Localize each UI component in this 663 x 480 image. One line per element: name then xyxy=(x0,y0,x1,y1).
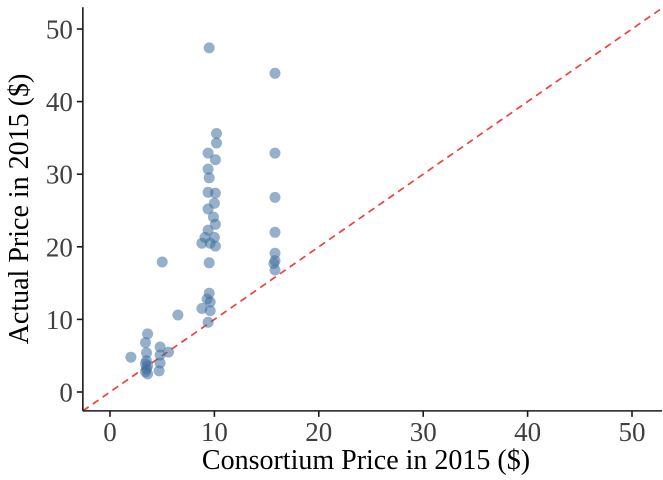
data-point xyxy=(211,128,222,139)
data-point xyxy=(196,237,208,249)
y-tick-label: 40 xyxy=(46,87,73,117)
data-point xyxy=(204,296,216,308)
data-point xyxy=(203,257,215,269)
data-point xyxy=(202,316,214,328)
data-point xyxy=(172,309,184,321)
data-point xyxy=(209,240,221,252)
x-tick-label: 0 xyxy=(103,417,117,447)
data-point xyxy=(209,187,221,199)
data-point xyxy=(141,347,152,359)
data-point xyxy=(269,147,281,159)
data-point xyxy=(202,163,214,175)
data-point xyxy=(154,349,166,361)
data-point xyxy=(202,203,214,215)
data-point xyxy=(140,337,151,349)
data-point xyxy=(154,341,166,353)
identity-line xyxy=(82,6,663,412)
data-point xyxy=(203,42,215,54)
y-tick-label: 0 xyxy=(59,378,73,408)
y-axis-label: Actual Price in 2015 ($) xyxy=(4,74,35,345)
x-axis-label: Consortium Price in 2015 ($) xyxy=(202,445,530,476)
x-tick-label: 50 xyxy=(619,417,646,447)
data-point xyxy=(269,191,281,203)
data-point xyxy=(204,305,216,317)
axes-group xyxy=(76,7,662,417)
y-tick-label: 50 xyxy=(46,15,73,45)
y-tick-label: 30 xyxy=(46,160,73,190)
x-tick-label: 40 xyxy=(514,417,541,447)
y-tick-label: 10 xyxy=(46,305,73,335)
x-tick-label: 30 xyxy=(410,417,437,447)
data-point xyxy=(203,172,215,184)
data-point xyxy=(211,137,222,149)
data-point xyxy=(269,67,281,79)
data-point xyxy=(153,365,165,377)
data-point xyxy=(196,303,208,314)
data-point xyxy=(269,226,281,238)
x-tick-label: 10 xyxy=(201,417,228,447)
data-point xyxy=(142,328,154,340)
y-tick-label: 20 xyxy=(46,232,73,262)
data-point xyxy=(163,346,174,358)
identity-reference-line-group xyxy=(82,6,663,412)
scatter-points-group xyxy=(125,42,281,380)
data-point xyxy=(269,264,281,276)
data-point xyxy=(156,256,168,268)
y-tick-labels-group: 0 10 20 30 40 50 xyxy=(46,15,73,408)
x-tick-label: 20 xyxy=(305,417,332,447)
data-point xyxy=(125,351,137,363)
data-point xyxy=(142,368,154,380)
data-point xyxy=(209,154,221,166)
data-point xyxy=(202,147,214,159)
x-tick-labels-group: 0 10 20 30 40 50 xyxy=(103,417,645,447)
